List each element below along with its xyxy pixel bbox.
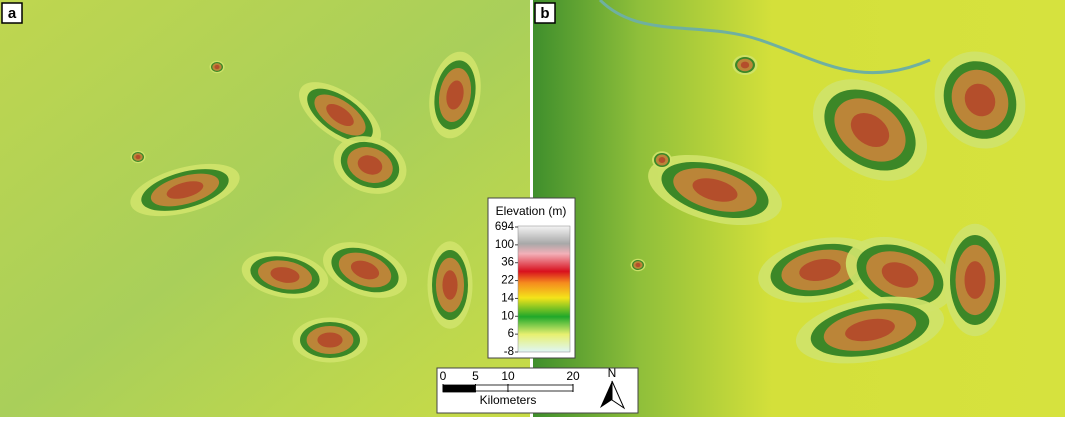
legend: Elevation (m) 694 100 36 22 14 10 6 -8 [487, 197, 576, 359]
north-arrow [600, 381, 612, 408]
terrain-blob [357, 155, 383, 175]
terrain-blob [845, 318, 895, 342]
terrain-blob [442, 270, 458, 300]
legend-tick-label: 6 [508, 328, 514, 340]
scale-ticks: 0 5 10 20 [440, 369, 580, 393]
terrain-blob [270, 267, 300, 283]
north-arrow [611, 380, 626, 410]
terrain-blob [317, 332, 343, 348]
scale-tick-label: 0 [440, 369, 447, 383]
legend-tick-label: 22 [501, 275, 514, 287]
terrain-blob [881, 262, 919, 288]
panel-label: b [540, 5, 549, 22]
scale-tick-label: 5 [472, 369, 479, 383]
scale-segment [442, 384, 476, 393]
terrain-blob [635, 262, 641, 268]
panel-a [0, 0, 530, 417]
scale-segment [475, 384, 509, 392]
scale-tick-label: 10 [501, 369, 515, 383]
terrain-blob [692, 178, 738, 202]
legend-tick-label: 14 [501, 292, 514, 304]
legend-tick-label: 694 [495, 221, 515, 233]
terrain-blob [740, 61, 750, 69]
scale-segment [507, 384, 574, 392]
scale-unit: Kilometers [480, 393, 537, 407]
terrain-blob [799, 259, 841, 281]
panel-b [533, 0, 1065, 417]
panel-label-box [534, 2, 556, 24]
terrain-blob [214, 64, 220, 70]
terrain-blob [326, 103, 354, 127]
legend-tick-label: 36 [501, 257, 514, 269]
terrain-blob [166, 181, 204, 199]
river [598, 0, 931, 75]
terrain-blob [850, 112, 890, 148]
terrain-blob [658, 157, 666, 163]
legend-tick-label: -8 [504, 346, 514, 358]
panel-label-box [1, 2, 23, 24]
scale-tick-label: 20 [566, 369, 580, 383]
terrain-blob [964, 261, 986, 299]
terrain-blob [964, 83, 996, 117]
legend-title: Elevation (m) [496, 204, 567, 218]
legend-ticks: 694 100 36 22 14 10 6 -8 [495, 221, 518, 358]
terrain-blob [350, 260, 380, 280]
panel-label: a [8, 5, 17, 22]
legend-tick-label: 10 [501, 310, 514, 322]
legend-tick-label: 100 [495, 239, 514, 251]
legend-colorbar [517, 225, 571, 353]
terrain-blob [135, 154, 141, 160]
scale-bar: 0 5 10 20 Kilometers N [436, 366, 639, 414]
terrain-blob [446, 80, 464, 110]
north-label: N [608, 366, 617, 380]
